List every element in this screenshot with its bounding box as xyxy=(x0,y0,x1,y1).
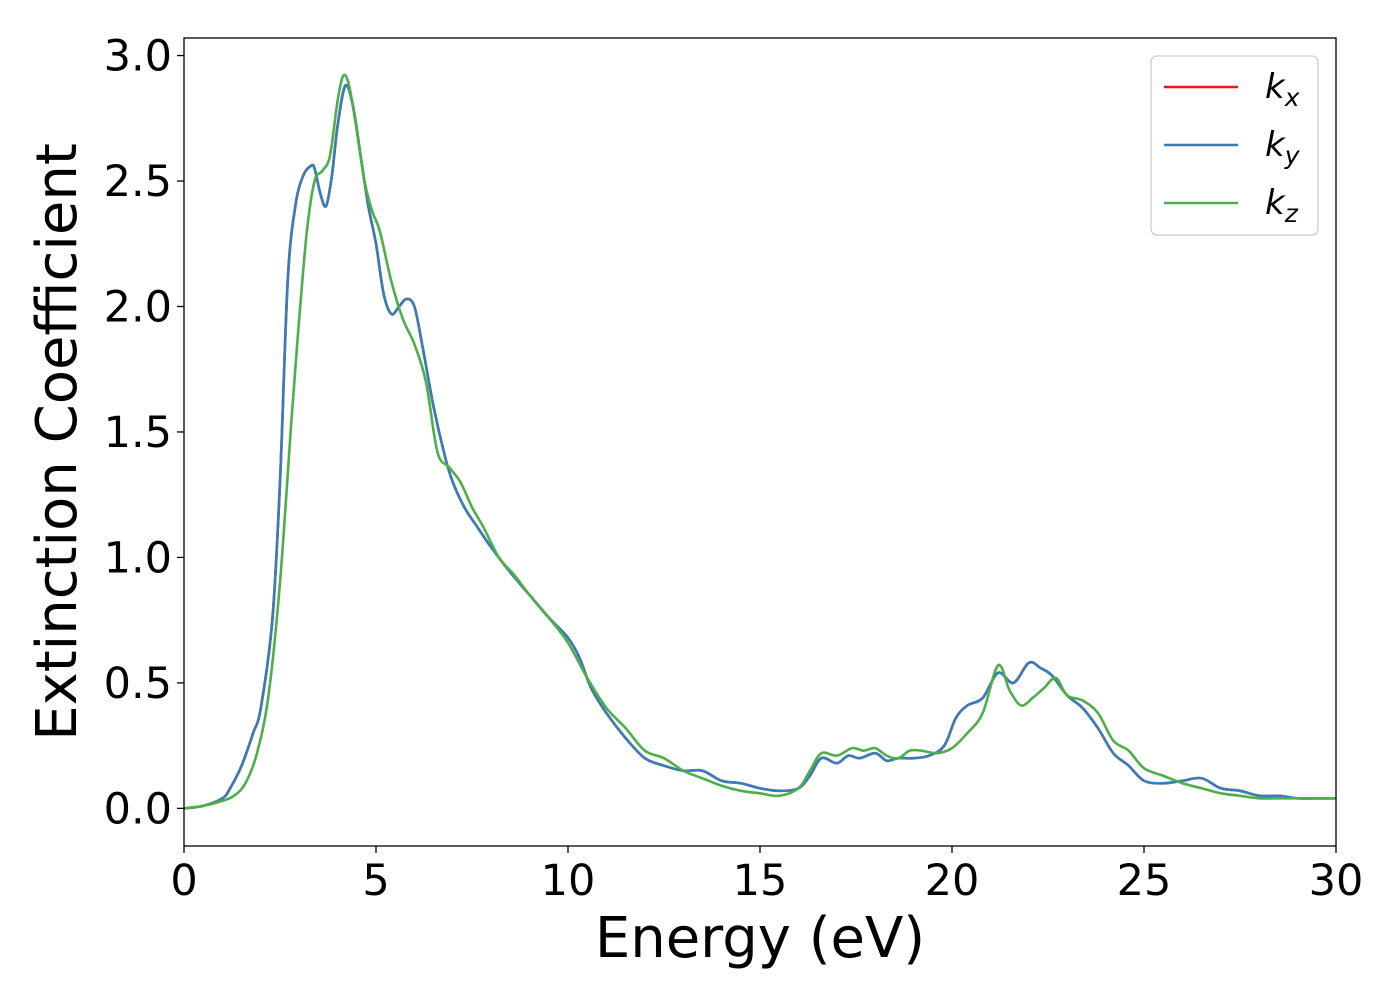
y-axis-label: Extinction Coefficient xyxy=(25,143,90,741)
y-tick-label: 0.5 xyxy=(104,659,172,709)
x-tick-label: 30 xyxy=(1309,856,1364,906)
y-tick-label: 2.5 xyxy=(104,157,172,207)
x-axis-label: Energy (eV) xyxy=(595,906,925,971)
y-tick-label: 1.0 xyxy=(104,533,172,583)
x-tick-label: 15 xyxy=(733,856,788,906)
y-tick-label: 3.0 xyxy=(104,32,172,82)
series-layer xyxy=(184,73,1336,810)
x-tick-label: 20 xyxy=(925,856,980,906)
series-line-kz xyxy=(184,73,1336,810)
y-axis: 0.0 0.5 1.0 1.5 2.0 2.5 3.0 xyxy=(104,32,184,834)
x-tick-label: 0 xyxy=(170,856,197,906)
x-tick-label: 25 xyxy=(1117,856,1172,906)
legend-label-kz: kz xyxy=(1265,183,1299,228)
legend: kx ky kz xyxy=(1150,55,1319,236)
legend-label-ky: ky xyxy=(1265,125,1301,170)
y-tick-label: 2.0 xyxy=(104,282,172,332)
series-line-ky xyxy=(184,83,1336,810)
x-axis: 0 5 10 15 20 25 30 xyxy=(170,846,1363,906)
x-tick-label: 10 xyxy=(541,856,596,906)
x-tick-label: 5 xyxy=(362,856,389,906)
y-tick-label: 1.5 xyxy=(104,408,172,458)
legend-label-kx: kx xyxy=(1265,67,1300,112)
y-tick-label: 0.0 xyxy=(104,784,172,834)
